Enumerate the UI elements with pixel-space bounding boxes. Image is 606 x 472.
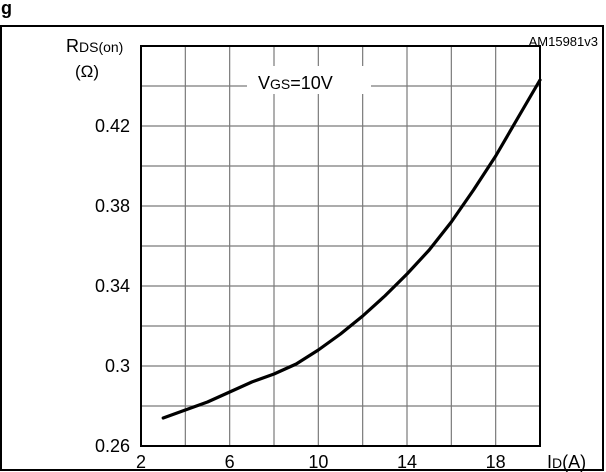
title-fragment: g — [0, 0, 20, 26]
condition-value: =10V — [290, 73, 333, 93]
y-tick-label: 0.42 — [95, 116, 130, 136]
series-line — [161, 78, 542, 420]
y-tick-label: 0.34 — [95, 276, 130, 296]
title-fragment-text: g — [1, 0, 12, 18]
x-axis-label: ID(A) — [547, 452, 586, 472]
condition-label: VGS=10V — [258, 73, 333, 93]
condition-label-bg — [247, 66, 371, 94]
reference-code: AM15981v3 — [529, 34, 598, 49]
y-tick-label: 0.3 — [105, 356, 130, 376]
figure-frame — [0, 25, 604, 471]
x-axis-label-main: I — [547, 452, 552, 472]
x-tick-label: 2 — [136, 452, 146, 472]
plot-area-border — [140, 45, 541, 447]
y-axis-label: RDS(on) — [66, 36, 123, 56]
x-tick-label: 10 — [308, 452, 328, 472]
y-axis-unit: (Ω) — [75, 62, 99, 81]
x-tick-label: 6 — [225, 452, 235, 472]
y-axis-label-sub: DS(on) — [79, 39, 123, 55]
title-fragment-svg: g — [1, 0, 12, 18]
x-axis-label-sub: D — [552, 455, 562, 471]
condition-sub: GS — [270, 76, 290, 92]
y-tick-label: 0.38 — [95, 196, 130, 216]
y-tick-label: 0.26 — [95, 436, 130, 456]
y-axis-label-main: R — [66, 36, 79, 56]
grid — [141, 46, 540, 446]
condition-main: V — [258, 73, 270, 93]
x-axis-label-unit: (A) — [562, 452, 586, 472]
x-tick-label: 18 — [486, 452, 506, 472]
tick-labels: 2 6 10 14 18 0.26 0.3 0.34 0.38 0.42 — [95, 116, 506, 472]
x-tick-label: 14 — [397, 452, 417, 472]
series-layer — [161, 78, 542, 420]
